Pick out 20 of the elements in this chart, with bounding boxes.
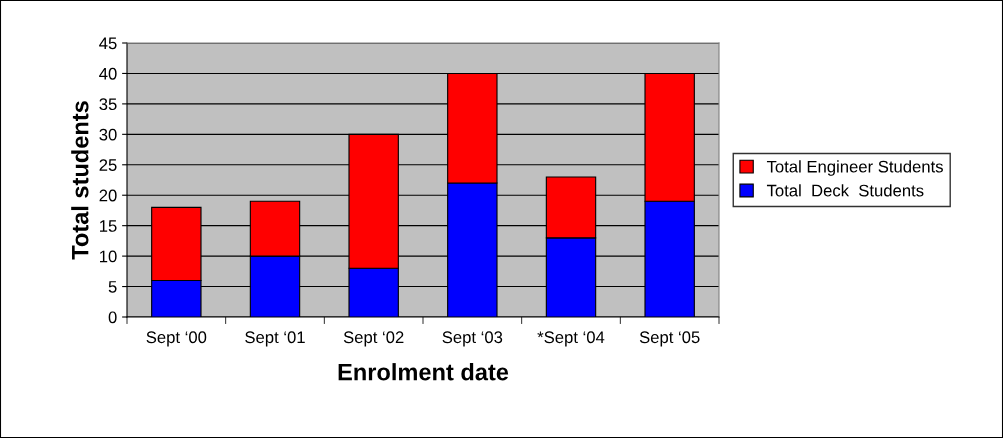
- y-tick-label: 10: [100, 250, 117, 263]
- legend-label: Total Engineer Students: [766, 160, 943, 176]
- x-tick-label: Sept ‘00: [146, 331, 207, 347]
- y-tick-label: 45: [99, 37, 117, 50]
- y-tick-label: 20: [99, 189, 117, 202]
- x-tick-label: Sept ‘05: [639, 331, 700, 347]
- y-tick-label: 25: [99, 159, 117, 171]
- y-tick-label: 0: [108, 311, 117, 324]
- y-tick-label: 15: [100, 220, 117, 232]
- x-axis-title: Enrolment date: [338, 363, 509, 381]
- x-tick-label: Sept ‘03: [442, 331, 503, 347]
- x-tick-label: Sept ‘01: [245, 331, 305, 347]
- y-tick-label: 35: [99, 98, 117, 111]
- y-tick-label: 40: [99, 67, 117, 80]
- y-tick-label: 30: [99, 128, 117, 141]
- x-tick-label: *Sept ‘04: [537, 331, 605, 347]
- y-tick-label: 5: [108, 281, 117, 293]
- y-axis-title: Total students: [71, 101, 89, 260]
- legend-label: Total Deck Students: [766, 184, 924, 197]
- x-tick-label: Sept ‘02: [343, 331, 404, 347]
